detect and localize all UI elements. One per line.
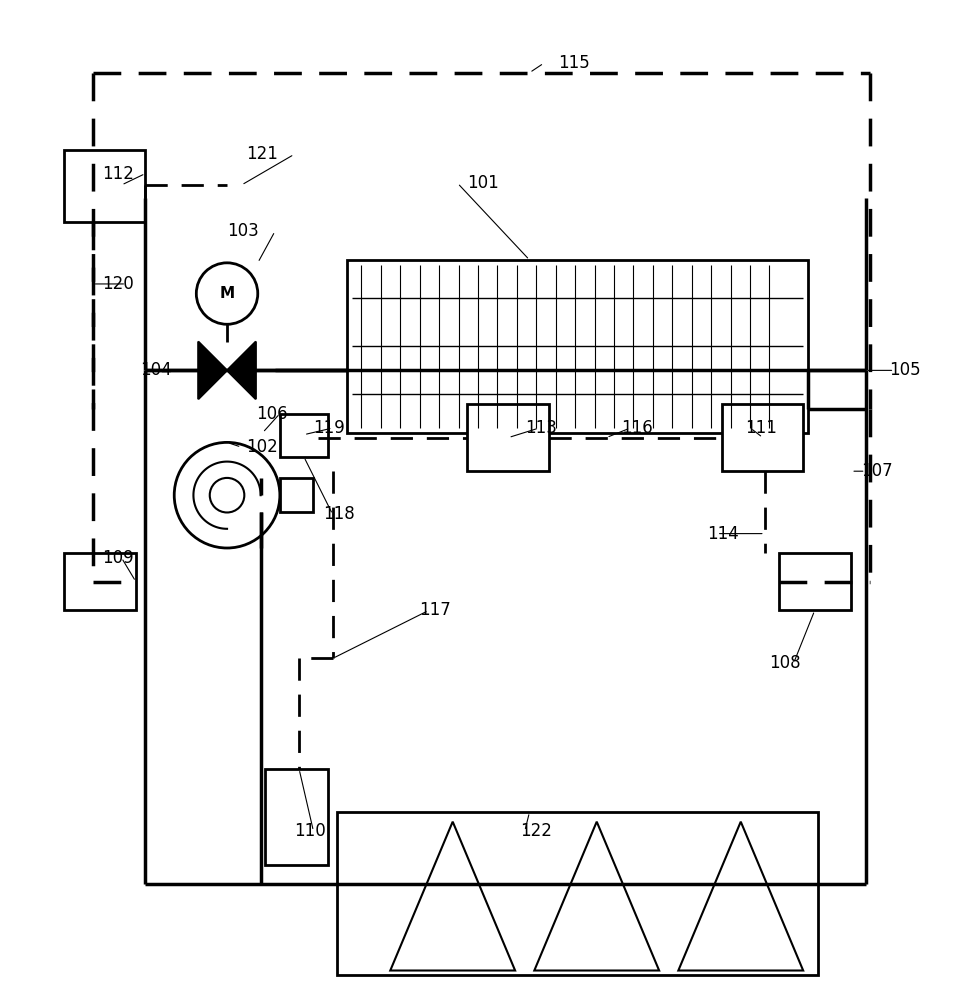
Text: 113: 113 xyxy=(525,419,557,437)
Bar xyxy=(280,478,314,512)
Text: 111: 111 xyxy=(745,419,777,437)
Text: M: M xyxy=(220,286,235,301)
Text: 101: 101 xyxy=(467,174,499,192)
Text: 110: 110 xyxy=(295,822,326,840)
Text: 115: 115 xyxy=(559,54,590,72)
Text: 112: 112 xyxy=(102,165,134,183)
Circle shape xyxy=(210,478,245,512)
Bar xyxy=(64,150,145,222)
Bar xyxy=(467,404,549,471)
Text: 102: 102 xyxy=(247,438,278,456)
Text: 114: 114 xyxy=(707,525,739,543)
Bar xyxy=(721,404,803,471)
Text: 117: 117 xyxy=(419,601,451,619)
Polygon shape xyxy=(390,822,515,971)
Text: 103: 103 xyxy=(227,222,259,240)
Polygon shape xyxy=(534,822,659,971)
Text: 121: 121 xyxy=(247,145,278,163)
Bar xyxy=(280,414,327,457)
Text: 116: 116 xyxy=(621,419,653,437)
Text: 107: 107 xyxy=(861,462,893,480)
Bar xyxy=(779,553,851,610)
Text: 122: 122 xyxy=(520,822,552,840)
Text: 118: 118 xyxy=(323,505,354,523)
Bar xyxy=(266,769,327,865)
Text: 119: 119 xyxy=(314,419,345,437)
Text: 106: 106 xyxy=(256,405,288,423)
Text: 109: 109 xyxy=(102,549,134,567)
Bar xyxy=(64,553,136,610)
Polygon shape xyxy=(678,822,803,971)
Polygon shape xyxy=(198,342,227,399)
Bar xyxy=(347,260,808,433)
Polygon shape xyxy=(227,342,256,399)
Text: 105: 105 xyxy=(890,361,922,379)
Text: 104: 104 xyxy=(141,361,172,379)
Bar xyxy=(337,812,818,975)
Circle shape xyxy=(174,442,280,548)
Circle shape xyxy=(196,263,258,324)
Text: 108: 108 xyxy=(769,654,801,672)
Text: 120: 120 xyxy=(102,275,134,293)
